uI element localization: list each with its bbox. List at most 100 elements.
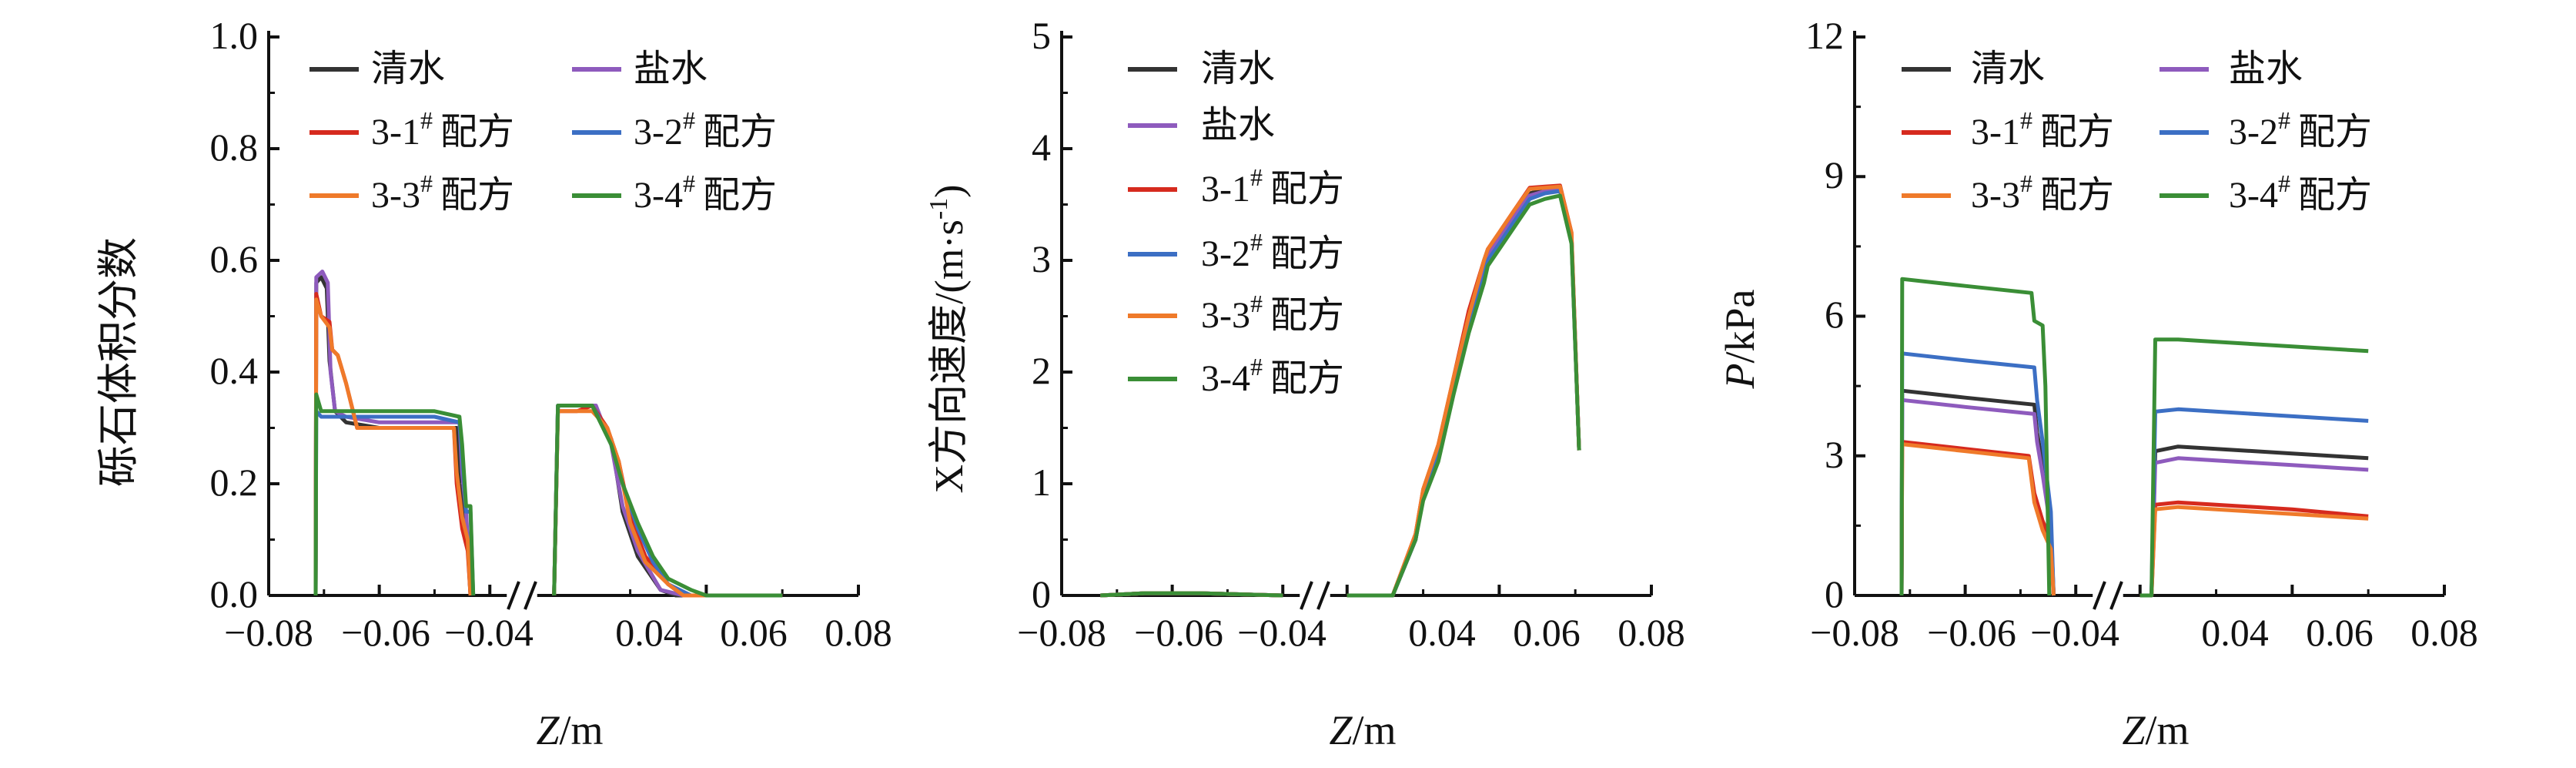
series-line-2-1-1 [2139,456,2369,598]
x-tick-label: −0.06 [1927,611,2016,654]
legend-label: 3-3# 配方 [371,169,514,216]
legend-label: 3-4# 配方 [634,169,777,216]
x-tick-label: 0.08 [825,611,892,654]
x-axis-title: Z/m [536,707,603,753]
legend-label: 清水 [1971,49,2045,89]
legend: 清水 盐水 3-1# 配方 3-2# 配方 3-3# 配方 3-4# 配方 [1128,49,1344,399]
series-line-0-5-0 [313,392,476,596]
y-tick-label: 0 [1825,572,1844,615]
x-tick-label: 0.04 [1408,611,1476,654]
x-tick-label: −0.06 [1134,611,1223,654]
y-tick-label: 0.6 [210,237,259,280]
legend-label: 盐水 [1201,105,1275,146]
series-line-0-2-1 [552,404,783,598]
x-tick-label: 0.06 [1513,611,1581,654]
y-tick-labels: 0 3 6 9 12 [1805,14,1844,615]
legend-label: 3-4# 配方 [2229,169,2372,216]
x-tick-label: −0.04 [1237,611,1326,654]
x-tick-label: 0.08 [2410,611,2478,654]
legend: 清水 盐水 3-1# 配方 3-2# 配方 3-3# 配方 3-4# 配方 [309,49,777,216]
y-tick-labels: 0 1 2 3 4 5 [1032,14,1051,615]
series-line-1-2-1 [1347,183,1581,598]
y-tick-label: 4 [1032,126,1051,169]
legend-label: 盐水 [634,49,708,89]
y-tick-label: 0.2 [210,461,259,504]
series-line-0-5-1 [552,404,783,598]
x-tick-labels: −0.08 −0.06 −0.04 0.04 0.06 0.08 [1017,611,1685,654]
y-tick-label: 1.0 [210,14,259,57]
axis-break-mark [1316,581,1330,610]
legend-label: 清水 [1201,49,1275,89]
y-tick-label: 9 [1825,153,1844,196]
legend-label: 3-1# 配方 [371,106,514,153]
y-tick-label: 0.8 [210,126,259,169]
legend-label: 3-1# 配方 [1971,106,2114,153]
x-axis-title: Z/m [1329,707,1396,753]
y-tick-label: 0.4 [210,349,259,392]
x-tick-label: −0.08 [224,611,313,654]
series-line-0-3-0 [313,409,476,596]
legend-label: 3-2# 配方 [2229,106,2372,153]
axis-break-mark [2093,581,2106,610]
y-tick-label: 12 [1805,14,1844,57]
series-line-0-2-0 [313,292,473,596]
chart-panel-x-velocity: X方向速度/(m·s-1) Z/m 0 1 2 3 4 5 −0.08 −0.0… [925,14,1685,753]
series-line-1-5-1 [1347,193,1581,598]
y-tick-labels: 0.0 0.2 0.4 0.6 0.8 1.0 [210,14,259,615]
axis-break-mark [1300,581,1313,610]
x-tick-label: −0.04 [444,611,534,654]
legend-label: 3-1# 配方 [1201,163,1344,210]
legend-label: 3-3# 配方 [1971,169,2114,216]
series-line-1-0-1 [1347,186,1581,598]
x-tick-label: 0.06 [2306,611,2374,654]
series-line-0-0-1 [552,404,783,598]
series-line-0-0-0 [313,275,473,596]
x-tick-label: 0.08 [1618,611,1685,654]
y-tick-label: 0 [1032,572,1051,615]
series-line-0-3-1 [552,404,783,598]
series-line-2-0-0 [1899,388,2056,596]
x-axis-title: Z/m [2122,707,2189,753]
x-tick-label: −0.04 [2030,611,2119,654]
legend-label: 3-2# 配方 [1201,228,1344,274]
y-tick-label: 2 [1032,349,1051,392]
y-tick-label: 1 [1032,461,1051,504]
x-tick-label: −0.06 [341,611,430,654]
series-line-2-4-0 [1899,442,2056,596]
x-tick-label: −0.08 [1810,611,1899,654]
series-line-1-5-0 [1100,591,1283,598]
x-tick-labels: −0.08 −0.06 −0.04 0.04 0.06 0.08 [224,611,892,654]
series-line-0-4-1 [552,409,783,598]
series-line-0-1-0 [313,270,473,596]
series-line-0-4-0 [313,297,473,596]
series-line-1-4-1 [1347,184,1581,598]
y-tick-label: 6 [1825,293,1844,336]
y-axis-title: P/kPa [1717,289,1763,389]
chart-panel-pressure: P/kPa Z/m 0 3 6 9 12 −0.08 −0.06 −0.04 0… [1717,14,2478,753]
series-line-2-1-0 [1899,397,2056,596]
y-tick-label: 3 [1825,433,1844,476]
x-tick-label: 0.04 [615,611,683,654]
legend-label: 3-4# 配方 [1201,353,1344,399]
x-tick-label: −0.08 [1017,611,1106,654]
series-line-2-5-1 [2139,337,2369,598]
x-tick-labels: −0.08 −0.06 −0.04 0.04 0.06 0.08 [1810,611,2478,654]
legend-label: 3-3# 配方 [1201,290,1344,336]
series-layer [313,183,2369,598]
y-axis-title: X方向速度/(m·s-1) [925,185,972,494]
y-tick-label: 5 [1032,14,1051,57]
axis-break-mark [2109,581,2123,610]
series-line-1-3-1 [1347,189,1581,598]
legend-label: 3-2# 配方 [634,106,777,153]
series-line-2-5-0 [1899,277,2052,596]
series-line-1-1-1 [1347,188,1581,598]
legend-label: 清水 [371,49,445,89]
series-line-2-3-0 [1899,351,2056,596]
axes-layer [267,31,2446,610]
axis-break-mark [524,581,537,610]
y-tick-label: 3 [1032,237,1051,280]
legend: 清水 盐水 3-1# 配方 3-2# 配方 3-3# 配方 3-4# 配方 [1902,49,2372,216]
series-line-2-4-1 [2139,505,2369,598]
